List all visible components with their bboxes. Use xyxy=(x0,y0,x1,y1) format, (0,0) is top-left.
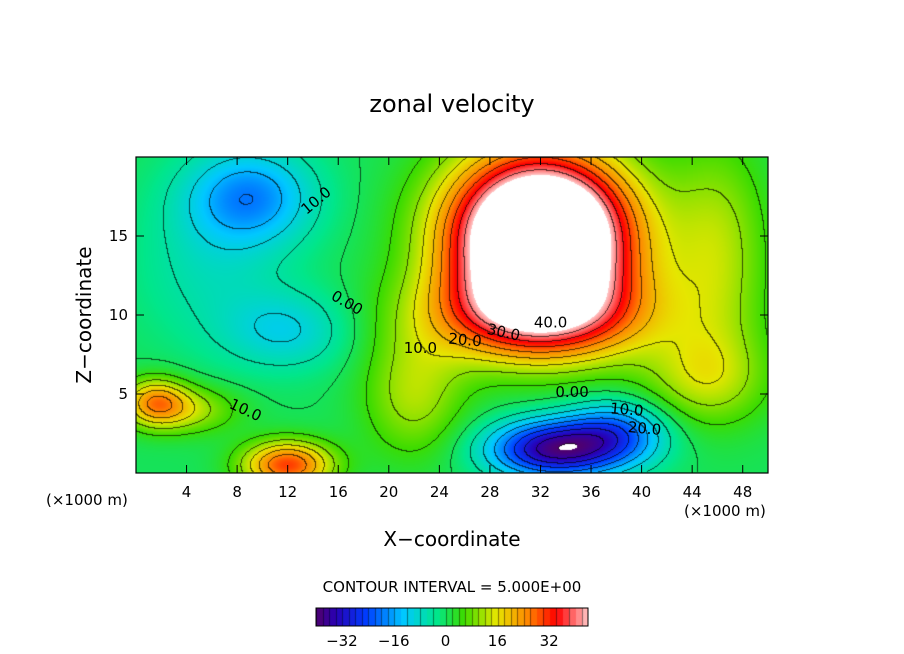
contour-interval-note: CONTOUR INTERVAL = 5.000E+00 xyxy=(323,578,582,596)
colorbar-frame xyxy=(315,607,589,627)
colorbar-tick-label: 32 xyxy=(540,632,559,650)
velocity-field xyxy=(136,157,768,473)
x-unit-label-left: (×1000 m) xyxy=(46,491,128,509)
contour-label: 10.0 xyxy=(609,399,644,420)
x-tick-label: 48 xyxy=(733,483,752,501)
x-tick-label: 44 xyxy=(683,483,702,501)
z-axis-label: Z−coordinate xyxy=(72,246,96,383)
contour-label: 20.0 xyxy=(627,418,662,439)
colorbar-tick-label: −32 xyxy=(326,632,358,650)
x-tick-label: 40 xyxy=(632,483,651,501)
x-tick-label: 36 xyxy=(581,483,600,501)
contour-label: 0.00 xyxy=(555,383,588,401)
velocity-field-image xyxy=(136,157,768,473)
x-tick-label: 12 xyxy=(278,483,297,501)
z-tick-label: 5 xyxy=(118,385,128,403)
x-tick-label: 24 xyxy=(430,483,449,501)
x-tick-label: 16 xyxy=(329,483,348,501)
colorbar: −32 −16 0 16 32 xyxy=(315,607,589,650)
x-tick-label: 32 xyxy=(531,483,550,501)
x-tick-label: 8 xyxy=(232,483,242,501)
colorbar-ticks: −32 −16 0 16 32 xyxy=(326,632,559,650)
x-tick-label: 4 xyxy=(182,483,192,501)
x-unit-label-right: (×1000 m) xyxy=(684,502,766,520)
contour-label: 10.0 xyxy=(404,339,437,357)
chart-title: zonal velocity xyxy=(369,90,534,118)
contour-label: 20.0 xyxy=(448,330,483,351)
colorbar-tick-label: 16 xyxy=(488,632,507,650)
x-tick-label: 20 xyxy=(379,483,398,501)
z-tick-label: 15 xyxy=(109,227,128,245)
x-tick-label: 28 xyxy=(480,483,499,501)
x-axis-ticks: 4 8 12 16 20 24 28 32 36 40 44 48 xyxy=(182,157,752,501)
colorbar-tick-label: −16 xyxy=(378,632,410,650)
z-tick-label: 10 xyxy=(109,306,128,324)
contour-label: 40.0 xyxy=(534,314,567,332)
colorbar-gradient xyxy=(316,608,588,626)
x-axis-label: X−coordinate xyxy=(383,527,520,551)
z-axis-ticks: 5 10 15 xyxy=(109,227,768,403)
colorbar-tick-label: 0 xyxy=(441,632,451,650)
